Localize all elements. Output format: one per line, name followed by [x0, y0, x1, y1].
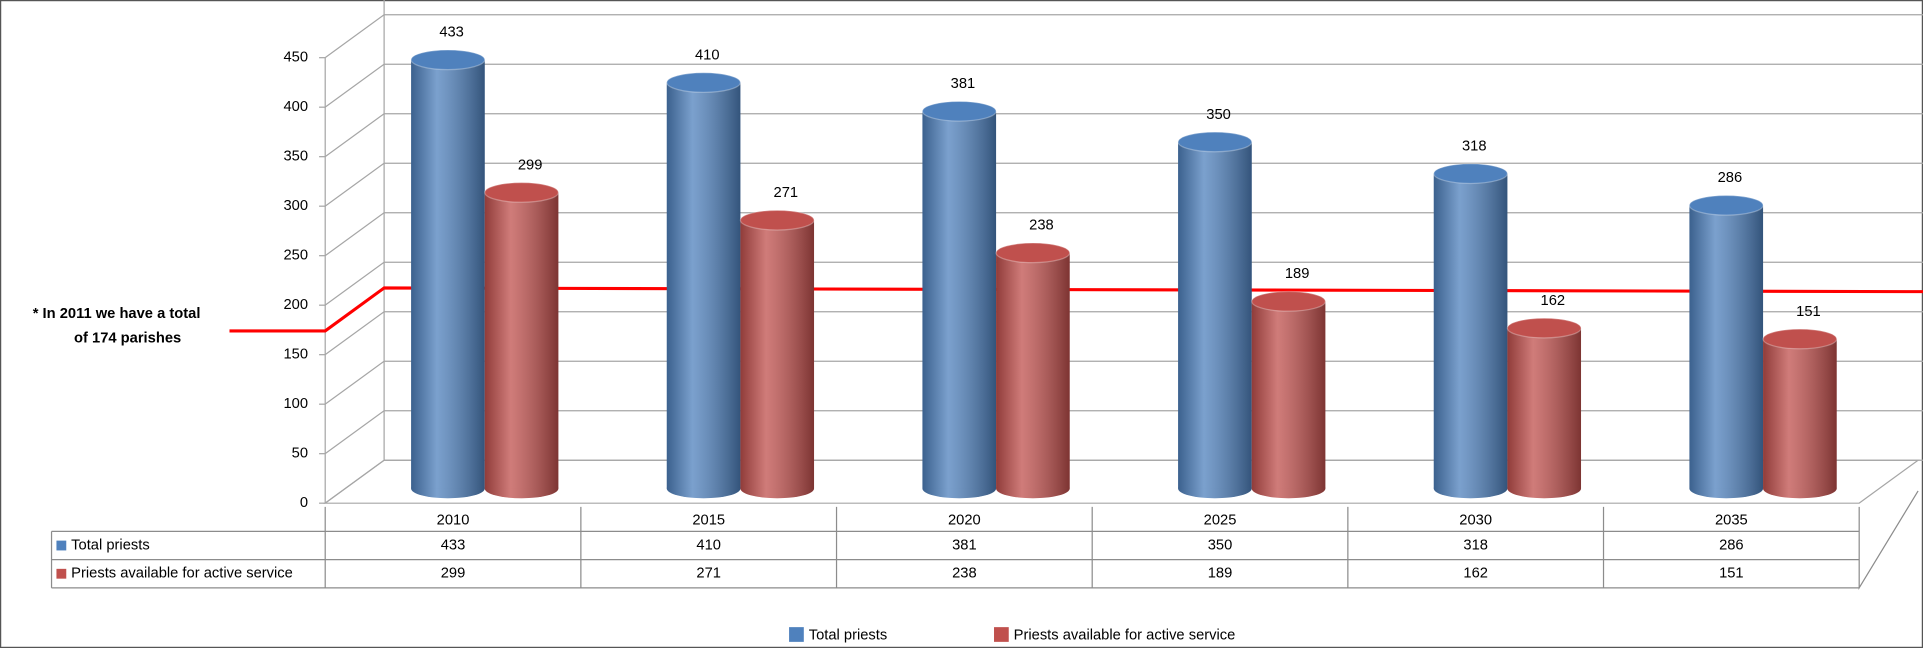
bar-top: [1506, 317, 1582, 339]
data-label: 318: [1462, 139, 1487, 155]
table-value: 299: [441, 566, 466, 582]
table-value: 350: [1208, 537, 1233, 553]
y-tick-label: 200: [283, 297, 308, 313]
y-tick-label: 400: [283, 99, 308, 115]
data-label: 286: [1718, 170, 1743, 186]
annotation: of 174 parishes: [74, 331, 181, 347]
annotation: * In 2011 we have a total: [33, 306, 201, 322]
bar-top: [1177, 131, 1253, 153]
x-tick-label: 2010: [437, 512, 470, 528]
bar-top: [1251, 290, 1326, 312]
data-label: 410: [695, 47, 720, 63]
grid-line: [324, 261, 1923, 306]
table-value: 433: [441, 537, 466, 553]
table-value: 189: [1208, 566, 1233, 582]
legend-key: [789, 627, 804, 642]
bar-top: [484, 182, 559, 203]
table-value: 410: [696, 537, 721, 553]
y-tick-label: 350: [283, 149, 308, 165]
x-tick-label: 2035: [1715, 512, 1748, 528]
x-tick-label: 2015: [692, 512, 725, 528]
bar-top: [1433, 163, 1509, 185]
data-label: 433: [439, 25, 464, 41]
bar-shade: [1763, 338, 1837, 489]
legend-key: [994, 627, 1009, 642]
grid-line: [324, 14, 1923, 59]
bar-shade: [1178, 141, 1252, 489]
grid-line: [324, 212, 1923, 257]
table-value: 238: [952, 566, 977, 582]
grid-line: [324, 311, 1923, 356]
bar-top: [995, 242, 1071, 264]
grid-line: [324, 113, 1923, 158]
grid-line: [324, 360, 1923, 405]
grid-line: [324, 63, 1923, 108]
bar-shade: [1507, 328, 1582, 489]
bar-top: [1762, 328, 1838, 350]
data-label: 271: [774, 185, 799, 201]
table-value: 151: [1719, 566, 1744, 582]
bar-top: [410, 49, 486, 71]
table-legend-key: [56, 540, 67, 551]
grid-line: [324, 410, 1923, 455]
bar-shade: [996, 252, 1070, 489]
data-label: 299: [518, 157, 543, 173]
y-tick-label: 450: [283, 50, 308, 66]
reference-line: [229, 286, 1923, 333]
y-tick-label: 50: [292, 446, 308, 462]
bar-shade: [1433, 173, 1508, 489]
table-border: [50, 490, 1919, 591]
bar-shade: [484, 192, 559, 489]
table-value: 271: [696, 566, 721, 582]
data-label: 189: [1285, 266, 1310, 282]
table-value: 286: [1719, 537, 1744, 553]
bar-shade: [1251, 301, 1326, 489]
bar-top: [739, 209, 815, 231]
bar-shade: [1689, 205, 1764, 489]
grid-line: [324, 459, 1923, 504]
bar-shade: [666, 82, 741, 489]
y-tick-label: 0: [300, 495, 308, 511]
y-tick-label: 250: [283, 248, 308, 264]
y-tick-label: 300: [283, 198, 308, 214]
bar-shade: [922, 111, 997, 489]
grid-line: [324, 162, 1923, 207]
x-tick-label: 2025: [1204, 512, 1237, 528]
bar-top: [921, 100, 997, 122]
bar-top: [666, 72, 742, 93]
y-tick-label: 100: [283, 396, 308, 412]
x-tick-label: 2030: [1459, 512, 1492, 528]
bar-top: [1688, 194, 1764, 216]
y-tick-label: 150: [283, 347, 308, 363]
bar-shade: [411, 59, 485, 489]
table-legend-key: [56, 568, 67, 579]
data-label: 151: [1796, 304, 1821, 320]
data-label: 162: [1541, 293, 1566, 309]
table-row-label: Priests available for active service: [71, 566, 293, 582]
data-label: 350: [1206, 107, 1231, 123]
table-value: 318: [1463, 537, 1488, 553]
floor: [323, 459, 1920, 504]
data-label: 381: [951, 76, 976, 92]
table-row-label: Total priests: [71, 537, 150, 553]
data-label: 238: [1029, 218, 1054, 234]
legend-label: Priests available for active service: [1014, 628, 1236, 644]
table-value: 162: [1463, 566, 1488, 582]
x-tick-label: 2020: [948, 512, 981, 528]
legend-label: Total priests: [809, 628, 888, 644]
table-value: 381: [952, 537, 977, 553]
bar-shade: [740, 220, 815, 489]
